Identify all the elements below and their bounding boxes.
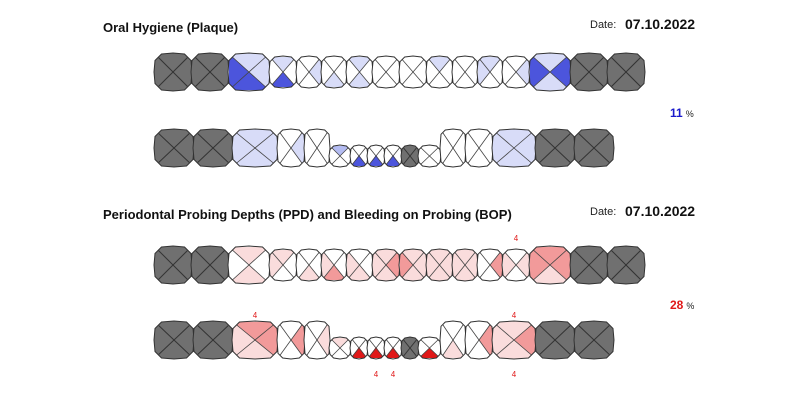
tooth-s0-a1-3 [276, 128, 306, 168]
tooth-s0-a1-13 [491, 128, 537, 168]
perio-date-label: Date: [590, 206, 617, 218]
tooth-s0-a0-4 [295, 55, 323, 89]
missing-tooth-s1-a1-0 [153, 320, 195, 360]
tooth-s1-a1-6 [349, 336, 369, 360]
perio-percent-value: 28 [670, 298, 684, 312]
missing-tooth-s0-a1-15 [573, 128, 615, 168]
tooth-s1-a0-12 [501, 248, 531, 282]
plaque-percent-value: 11 [670, 106, 683, 120]
ppd-label-bottom: 4 [512, 370, 517, 379]
tooth-s1-a1-5 [328, 336, 352, 360]
tooth-s0-a0-10 [451, 55, 479, 89]
missing-tooth-s0-a1-0 [153, 128, 195, 168]
tooth-s1-a0-4 [295, 248, 323, 282]
ppd-label-bottom: 4 [391, 370, 396, 379]
missing-tooth-s1-a0-14 [569, 245, 609, 285]
tooth-s0-a0-3 [268, 55, 298, 89]
tooth-s1-a0-8 [398, 248, 428, 282]
plaque-percent-readout: 11% [670, 106, 694, 120]
perio-percent-readout: 28% [670, 298, 694, 312]
tooth-s1-a1-3 [276, 320, 306, 360]
missing-tooth-s0-a0-15 [606, 52, 646, 92]
missing-tooth-s0-a1-1 [192, 128, 234, 168]
tooth-s1-a1-8 [383, 336, 403, 360]
missing-tooth-s0-a1-14 [534, 128, 576, 168]
tooth-s0-a1-6 [349, 144, 369, 168]
tooth-s0-a1-2 [231, 128, 279, 168]
plaque-date: 07.10.2022 [625, 16, 696, 32]
tooth-s0-a0-9 [425, 55, 454, 89]
tooth-s1-a1-10 [417, 336, 442, 360]
tooth-s1-a1-2 [231, 320, 279, 360]
missing-tooth-s0-a1-9 [400, 144, 420, 168]
ppd-label-top: 4 [512, 311, 517, 320]
missing-tooth-s0-a0-14 [569, 52, 609, 92]
missing-tooth-s1-a1-1 [192, 320, 234, 360]
tooth-s0-a0-2 [227, 52, 271, 92]
tooth-s1-a0-7 [371, 248, 401, 282]
tooth-s1-a0-10 [451, 248, 479, 282]
missing-tooth-s1-a1-14 [534, 320, 576, 360]
tooth-s0-a0-6 [345, 55, 374, 89]
tooth-s0-a1-8 [383, 144, 403, 168]
tooth-s0-a0-8 [398, 55, 428, 89]
tooth-s1-a0-2 [227, 245, 271, 285]
plaque-date-label: Date: [590, 19, 617, 31]
perio-date: 07.10.2022 [625, 203, 696, 219]
tooth-s0-a1-4 [303, 128, 331, 168]
tooth-s1-a1-12 [464, 320, 494, 360]
tooth-s0-a0-12 [501, 55, 531, 89]
missing-tooth-s1-a0-1 [190, 245, 230, 285]
tooth-s0-a1-12 [464, 128, 494, 168]
missing-tooth-s1-a1-15 [573, 320, 615, 360]
tooth-s1-a0-6 [345, 248, 374, 282]
tooth-s1-a0-9 [425, 248, 454, 282]
tooth-s1-a0-3 [268, 248, 298, 282]
tooth-s0-a0-5 [320, 55, 348, 89]
missing-tooth-s0-a0-1 [190, 52, 230, 92]
missing-tooth-s1-a1-9 [400, 336, 420, 360]
plaque-percent-unit: % [685, 109, 694, 119]
tooth-s1-a1-13 [491, 320, 537, 360]
tooth-s0-a0-7 [371, 55, 401, 89]
ppd-label-top: 4 [253, 311, 258, 320]
tooth-s0-a1-5 [328, 144, 352, 168]
tooth-s1-a1-11 [439, 320, 467, 360]
tooth-s0-a0-13 [528, 52, 572, 92]
missing-tooth-s1-a0-0 [153, 245, 193, 285]
missing-tooth-s1-a0-15 [606, 245, 646, 285]
tooth-s1-a0-5 [320, 248, 348, 282]
tooth-s1-a1-4 [303, 320, 331, 360]
tooth-s0-a1-10 [417, 144, 442, 168]
tooth-s0-a1-7 [366, 144, 386, 168]
ppd-label-top: 4 [514, 234, 519, 243]
ppd-label-bottom: 4 [374, 370, 379, 379]
missing-tooth-s0-a0-0 [153, 52, 193, 92]
plaque-section-title: Oral Hygiene (Plaque) [103, 20, 239, 35]
tooth-s1-a0-11 [476, 248, 504, 282]
tooth-s0-a1-11 [439, 128, 467, 168]
tooth-s0-a0-11 [476, 55, 504, 89]
perio-section-title: Periodontal Probing Depths (PPD) and Ble… [103, 207, 512, 222]
tooth-s1-a0-13 [528, 245, 572, 285]
perio-percent-unit: % [686, 301, 695, 311]
tooth-s1-a1-7 [366, 336, 386, 360]
